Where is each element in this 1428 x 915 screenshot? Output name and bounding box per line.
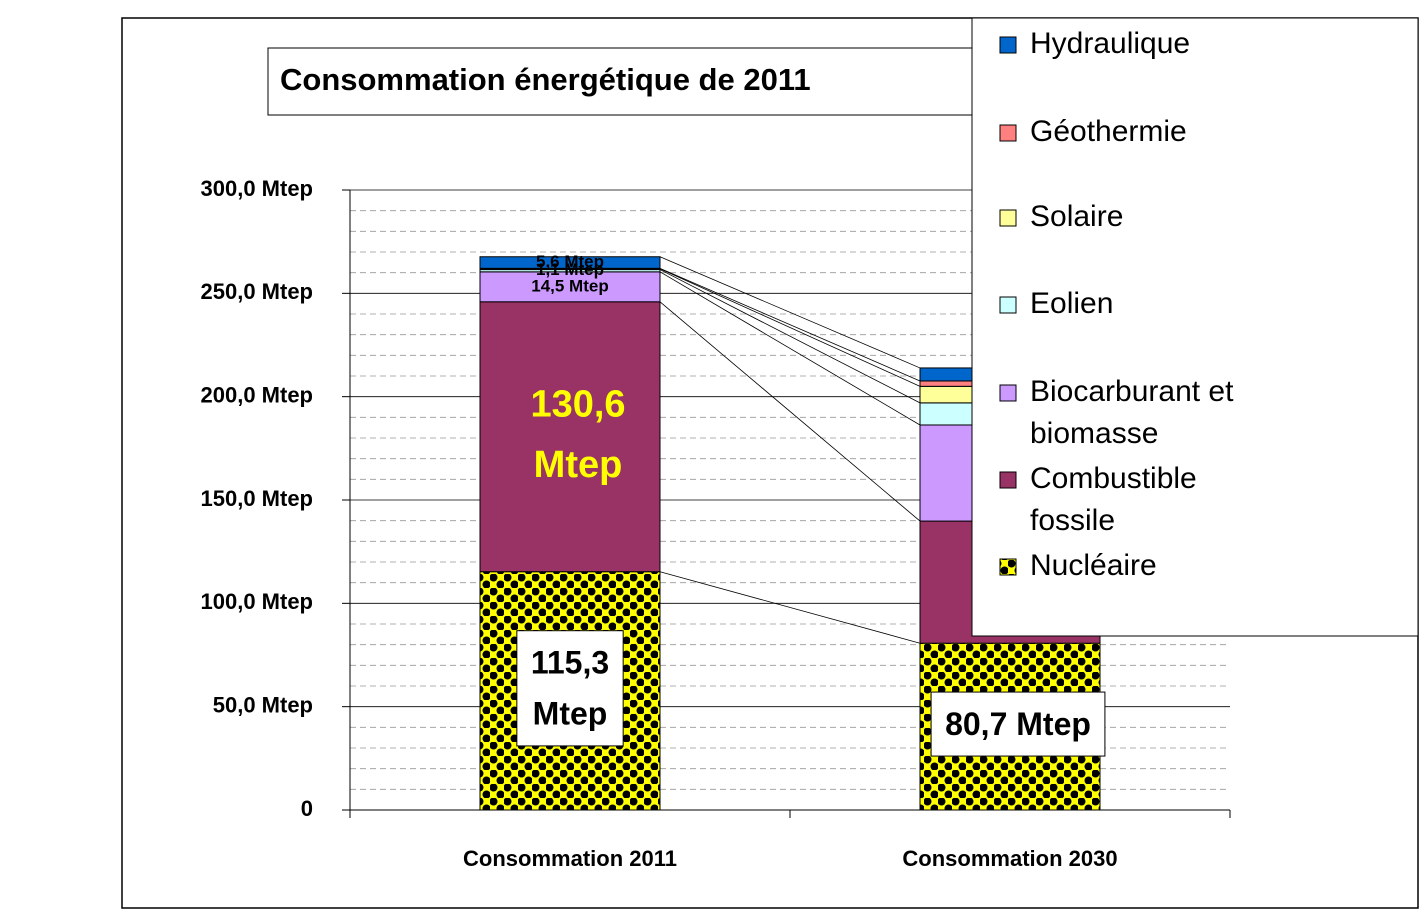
y-tick-label: 200,0 Mtep [201,382,314,407]
value-label: 1,1 Mtep [536,260,604,279]
value-label: 130,6 Mtep [530,383,625,486]
value-label-box [516,630,624,747]
legend-label: Solaire [1030,200,1123,233]
legend-swatch [999,558,1017,576]
title-box [267,47,991,116]
legend-swatch [999,124,1017,142]
legend-label: Eolien [1030,287,1113,320]
legend-label: Géothermie [1030,115,1187,148]
value-label: 115,3 Mtep [531,645,609,732]
series-line [659,268,921,387]
legend-label: Hydraulique [1030,27,1190,60]
legend-swatch [999,36,1017,54]
y-tick-label: 0 [301,796,313,821]
value-label-box [930,691,1106,757]
y-tick-label: 250,0 Mtep [201,279,314,304]
y-tick-label: 100,0 Mtep [201,589,314,614]
y-tick-label: 300,0 Mtep [201,176,314,201]
legend-label: Nucléaire [1030,549,1157,582]
x-tick-label: Consommation 2030 [902,846,1117,871]
value-label: 5,6 Mtep [536,252,604,271]
legend-swatch [999,209,1017,227]
value-label: 80,7 Mtep [945,706,1091,742]
bar-segment [479,301,661,573]
y-tick-label: 50,0 Mtep [213,692,313,717]
bar-segment [479,256,661,269]
y-tick-label: 150,0 Mtep [201,486,314,511]
series-line [659,571,921,644]
chart-title: Consommation énergétique de 2011 [280,62,811,97]
series-line [659,271,921,426]
series-line [659,267,921,382]
series-line [659,269,921,404]
value-label: 14,5 Mtep [531,276,608,295]
legend-swatch [999,384,1017,402]
series-line [659,256,921,369]
legend-label: Biocarburant et biomasse [1030,375,1234,450]
legend-label: Combustible fossile [1030,462,1197,537]
x-tick-label: Consommation 2011 [463,846,677,871]
legend-box [971,17,1419,637]
legend-swatch [999,296,1017,314]
series-line [659,301,921,522]
bar-segment [479,271,661,303]
legend-swatch [999,471,1017,489]
